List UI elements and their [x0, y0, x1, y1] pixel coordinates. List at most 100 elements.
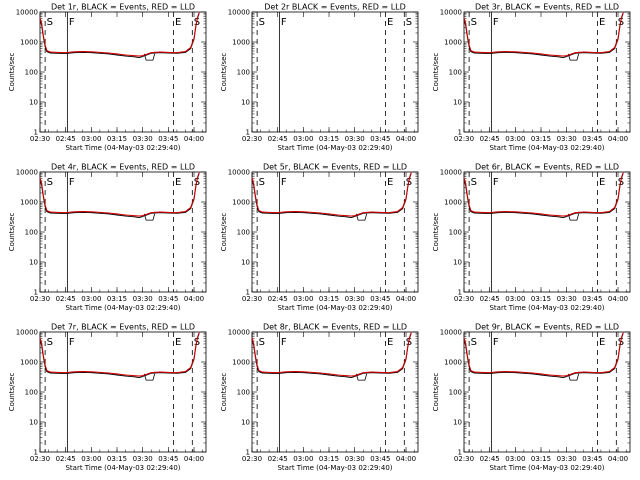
plot-frame — [39, 11, 207, 133]
marker-label: F — [281, 337, 287, 348]
events-gap-segment — [356, 373, 368, 381]
x-tick-label: 03:45 — [158, 135, 178, 143]
panel-9: Det 9r, BLACK = Events, RED = LLD 1 10 100 1… — [432, 323, 631, 472]
plot-frame — [251, 331, 419, 453]
x-tick-label: 03:45 — [370, 295, 390, 303]
x-tick-label: 02:30 — [454, 295, 474, 303]
marker-label: F — [493, 17, 499, 28]
marker-label: F — [69, 177, 75, 188]
x-tick-label: 02:45 — [268, 295, 288, 303]
x-tick-label: 04:00 — [396, 135, 416, 143]
marker-label: S — [471, 337, 477, 348]
x-tick-label: 03:15 — [319, 295, 339, 303]
x-tick-label: 03:00 — [505, 295, 525, 303]
y-tick-label: 100 — [449, 69, 462, 77]
marker-label: S — [47, 337, 53, 348]
plot-frame — [251, 171, 419, 293]
x-axis-label: Start Time (04-May-03 02:29:40) — [277, 304, 392, 312]
y-tick-label: 10000 — [440, 329, 462, 337]
x-tick-label: 04:00 — [184, 295, 204, 303]
x-tick-label: 03:45 — [158, 455, 178, 463]
y-tick-label: 1 — [458, 289, 462, 297]
y-tick-label: 10000 — [16, 169, 38, 177]
marker-label: F — [281, 177, 287, 188]
events-gap-segment — [568, 373, 580, 381]
events-line — [251, 333, 412, 379]
x-tick-label: 03:45 — [582, 135, 602, 143]
panel-3: Det 3r, BLACK = Events, RED = LLD 1 10 100 1… — [432, 3, 631, 152]
panel-title: Det 2r BLACK = Events, RED = LLD — [264, 3, 406, 12]
marker-label: S — [471, 177, 477, 188]
x-tick-label: 03:45 — [158, 295, 178, 303]
plot-frame — [463, 171, 631, 293]
y-tick-label: 10000 — [16, 329, 38, 337]
plot-frame — [39, 331, 207, 453]
x-tick-label: 02:45 — [56, 135, 76, 143]
y-tick-label: 1000 — [232, 39, 250, 47]
marker-label: E — [387, 17, 393, 28]
y-tick-label: 1000 — [444, 359, 462, 367]
x-tick-label: 03:00 — [505, 455, 525, 463]
marker-label: F — [281, 17, 287, 28]
lld-line — [251, 172, 412, 217]
x-tick-label: 03:15 — [531, 135, 551, 143]
y-tick-label: 1000 — [20, 199, 38, 207]
y-tick-label: 1 — [458, 129, 462, 137]
x-tick-label: 03:45 — [370, 135, 390, 143]
y-tick-label: 100 — [25, 389, 38, 397]
x-tick-label: 03:15 — [107, 455, 127, 463]
x-tick-label: 02:30 — [454, 135, 474, 143]
marker-label: E — [599, 337, 605, 348]
y-tick-label: 10 — [241, 259, 250, 267]
events-line — [39, 13, 200, 59]
marker-label: E — [599, 177, 605, 188]
plot-frame — [463, 11, 631, 133]
y-tick-label: 1 — [246, 449, 250, 457]
x-tick-label: 03:00 — [293, 135, 313, 143]
x-tick-label: 04:00 — [184, 455, 204, 463]
y-axis-label: Counts/sec — [8, 213, 16, 252]
events-gap-segment — [568, 53, 580, 61]
panel-2: Det 2r BLACK = Events, RED = LLD 1 10 100 10… — [220, 3, 419, 152]
y-tick-label: 100 — [25, 229, 38, 237]
marker-label: E — [387, 337, 393, 348]
panel-4: Det 4r, BLACK = Events, RED = LLD 1 10 100 1… — [8, 163, 207, 312]
x-tick-label: 02:30 — [454, 455, 474, 463]
events-line — [463, 173, 624, 219]
y-tick-label: 100 — [25, 69, 38, 77]
y-tick-label: 100 — [449, 229, 462, 237]
events-gap-segment — [144, 373, 156, 381]
y-tick-label: 1000 — [232, 359, 250, 367]
y-tick-label: 1000 — [232, 199, 250, 207]
marker-label: S — [47, 177, 53, 188]
marker-label: E — [175, 177, 181, 188]
marker-label: S — [259, 17, 265, 28]
lld-line — [39, 12, 200, 57]
x-axis-label: Start Time (04-May-03 02:29:40) — [489, 144, 604, 152]
y-tick-label: 1000 — [20, 359, 38, 367]
y-tick-label: 1 — [34, 129, 38, 137]
panel-title: Det 1r, BLACK = Events, RED = LLD — [51, 3, 195, 12]
events-line — [463, 13, 624, 59]
marker-label: F — [69, 337, 75, 348]
x-tick-label: 04:00 — [608, 135, 628, 143]
y-tick-label: 10 — [241, 419, 250, 427]
x-axis-label: Start Time (04-May-03 02:29:40) — [65, 144, 180, 152]
x-tick-label: 03:30 — [345, 455, 365, 463]
x-axis-label: Start Time (04-May-03 02:29:40) — [489, 304, 604, 312]
y-tick-label: 1 — [458, 449, 462, 457]
lld-line — [463, 332, 624, 377]
x-tick-label: 02:45 — [268, 455, 288, 463]
panel-title: Det 9r, BLACK = Events, RED = LLD — [475, 323, 619, 332]
y-tick-label: 10 — [29, 419, 38, 427]
y-tick-label: 10000 — [440, 9, 462, 17]
panel-1: Det 1r, BLACK = Events, RED = LLD 1 10 100 1… — [8, 3, 207, 152]
x-tick-label: 03:00 — [81, 295, 101, 303]
panel-5: Det 5r, BLACK = Events, RED = LLD 1 10 100 1… — [220, 163, 419, 312]
x-tick-label: 03:30 — [345, 135, 365, 143]
lld-line — [39, 332, 200, 377]
events-gap-segment — [144, 213, 156, 221]
x-tick-label: 03:30 — [557, 135, 577, 143]
marker-label: E — [175, 337, 181, 348]
